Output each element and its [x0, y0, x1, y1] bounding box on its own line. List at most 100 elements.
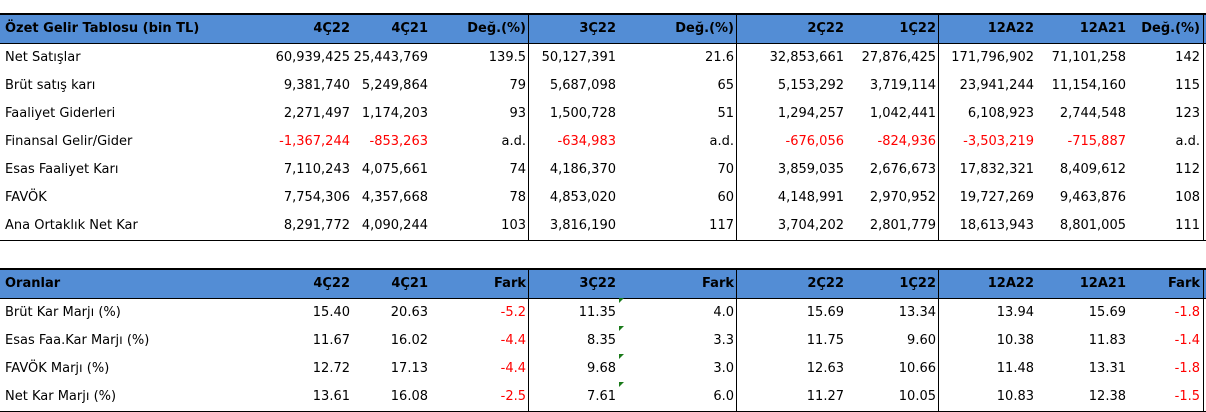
table-cell: -2.5: [500, 389, 526, 404]
column-header: Fark: [494, 276, 526, 291]
table-cell: 74: [509, 162, 526, 177]
table-cell: 2,271,497: [283, 106, 350, 121]
column-header: 2Ç22: [807, 276, 844, 291]
table-cell: 111: [1175, 218, 1200, 233]
table-cell: 50,127,391: [541, 50, 616, 65]
table-cell: 79: [509, 78, 526, 93]
column-divider: [528, 268, 529, 411]
cell-comment-marker: [619, 354, 624, 359]
table-cell: -1,367,244: [279, 134, 350, 149]
column-header: 4Ç22: [313, 21, 350, 36]
column-header: Fark: [1168, 276, 1200, 291]
table-row: Brüt satış karı 9,381,740 5,249,864 79 5,687…: [0, 72, 1206, 100]
table-row: Ana Ortaklık Net Kar 8,291,772 4,090,244 10…: [0, 212, 1206, 241]
table-cell: 15.40: [312, 305, 350, 320]
table-row: Faaliyet Giderleri 2,271,497 1,174,203 93 1,…: [0, 100, 1206, 128]
table-cell: 2,801,779: [869, 218, 936, 233]
table-cell: 20.63: [390, 305, 428, 320]
table-cell: 7,754,306: [283, 190, 350, 205]
column-header: 12A22: [987, 276, 1034, 291]
table-cell: 11.67: [312, 333, 350, 348]
table-cell: 12.63: [806, 361, 844, 376]
table-cell: 117: [709, 218, 734, 233]
column-header: 1Ç22: [899, 21, 936, 36]
column-header: 3Ç22: [579, 21, 616, 36]
income-statement-table: Özet Gelir Tablosu (bin TL) 4Ç22 4Ç21 Değ.(…: [0, 13, 1206, 241]
table-cell: 5,249,864: [361, 78, 428, 93]
row-label: FAVÖK Marjı (%): [5, 361, 110, 376]
table-cell: 3,719,114: [869, 78, 936, 93]
table-cell: 9.60: [907, 333, 936, 348]
table-cell: 21.6: [705, 50, 734, 65]
table-cell: 9.68: [587, 361, 616, 376]
table-cell: 9,463,876: [1059, 190, 1126, 205]
table-cell: 112: [1175, 162, 1200, 177]
table-cell: 4,148,991: [777, 190, 844, 205]
table-cell: -824,936: [877, 134, 936, 149]
table-row: Brüt Kar Marjı (%) 15.40 20.63 -5.2 11.35 4.0…: [0, 299, 1206, 327]
table-cell: -853,263: [369, 134, 428, 149]
table-cell: 7.61: [587, 389, 616, 404]
table-cell: -1.8: [1174, 361, 1200, 376]
column-header: Değ.(%): [1141, 21, 1200, 36]
column-divider: [736, 268, 737, 411]
table-cell: 4,357,668: [361, 190, 428, 205]
table-cell: 2,676,673: [869, 162, 936, 177]
table-cell: 103: [501, 218, 526, 233]
ratios-table: Oranlar 4Ç22 4Ç21 Fark 3Ç22 Fark 2Ç22 1Ç22 12A22…: [0, 268, 1206, 412]
table-cell: 27,876,425: [861, 50, 936, 65]
table-cell: 7,110,243: [283, 162, 350, 177]
column-divider: [736, 13, 737, 240]
row-label: Brüt satış karı: [5, 78, 96, 93]
table-cell: 18,613,943: [959, 218, 1034, 233]
table-cell: 4,075,661: [361, 162, 428, 177]
table-cell: 2,970,952: [869, 190, 936, 205]
column-header: 12A21: [1079, 276, 1126, 291]
table-cell: 1,174,203: [361, 106, 428, 121]
table-row: Net Satışlar 60,939,425 25,443,769 139.5 50,…: [0, 44, 1206, 72]
table-cell: -715,887: [1067, 134, 1126, 149]
table-cell: 93: [509, 106, 526, 121]
row-label: Ana Ortaklık Net Kar: [5, 218, 138, 233]
table-cell: 13.61: [312, 389, 350, 404]
table-cell: 5,153,292: [777, 78, 844, 93]
table-cell: 3,704,202: [777, 218, 844, 233]
table-right-border: [1203, 268, 1204, 411]
income-statement-header-row: Özet Gelir Tablosu (bin TL) 4Ç22 4Ç21 Değ.(…: [0, 13, 1206, 44]
table-cell: 60: [717, 190, 734, 205]
table-cell: 70: [717, 162, 734, 177]
table-cell: -5.2: [500, 305, 526, 320]
column-divider: [528, 13, 529, 240]
table-cell: 11.83: [1088, 333, 1126, 348]
income-statement-title: Özet Gelir Tablosu (bin TL): [5, 21, 200, 36]
column-header: 4Ç22: [313, 276, 350, 291]
table-cell: 142: [1175, 50, 1200, 65]
column-header: 12A21: [1079, 21, 1126, 36]
table-cell: 3.3: [713, 333, 734, 348]
table-cell: 15.69: [806, 305, 844, 320]
table-cell: 60,939,425: [275, 50, 350, 65]
table-cell: 25,443,769: [353, 50, 428, 65]
table-row: Esas Faa.Kar Marjı (%) 11.67 16.02 -4.4 8.35…: [0, 327, 1206, 355]
table-cell: 2,744,548: [1059, 106, 1126, 121]
table-cell: 10.38: [996, 333, 1034, 348]
table-cell: 11,154,160: [1051, 78, 1126, 93]
table-cell: 1,500,728: [549, 106, 616, 121]
table-cell: 8,801,005: [1059, 218, 1126, 233]
table-cell: 171,796,902: [951, 50, 1034, 65]
table-row: Net Kar Marjı (%) 13.61 16.08 -2.5 7.61 6.0 11…: [0, 383, 1206, 412]
column-header: 2Ç22: [807, 21, 844, 36]
table-row: FAVÖK 7,754,306 4,357,668 78 4,853,020 60 4,14…: [0, 184, 1206, 212]
table-cell: 139.5: [488, 50, 526, 65]
table-cell: a.d.: [709, 134, 734, 149]
table-cell: 65: [717, 78, 734, 93]
table-cell: -3,503,219: [963, 134, 1034, 149]
table-row: Esas Faaliyet Karı 7,110,243 4,075,661 74 4,…: [0, 156, 1206, 184]
table-cell: 3,816,190: [549, 218, 616, 233]
column-divider: [938, 268, 939, 411]
table-row: FAVÖK Marjı (%) 12.72 17.13 -4.4 9.68 3.0 12.6…: [0, 355, 1206, 383]
table-cell: a.d.: [501, 134, 526, 149]
column-header: Fark: [702, 276, 734, 291]
table-cell: 4,853,020: [549, 190, 616, 205]
table-row: Finansal Gelir/Gider -1,367,244 -853,263 a.…: [0, 128, 1206, 156]
